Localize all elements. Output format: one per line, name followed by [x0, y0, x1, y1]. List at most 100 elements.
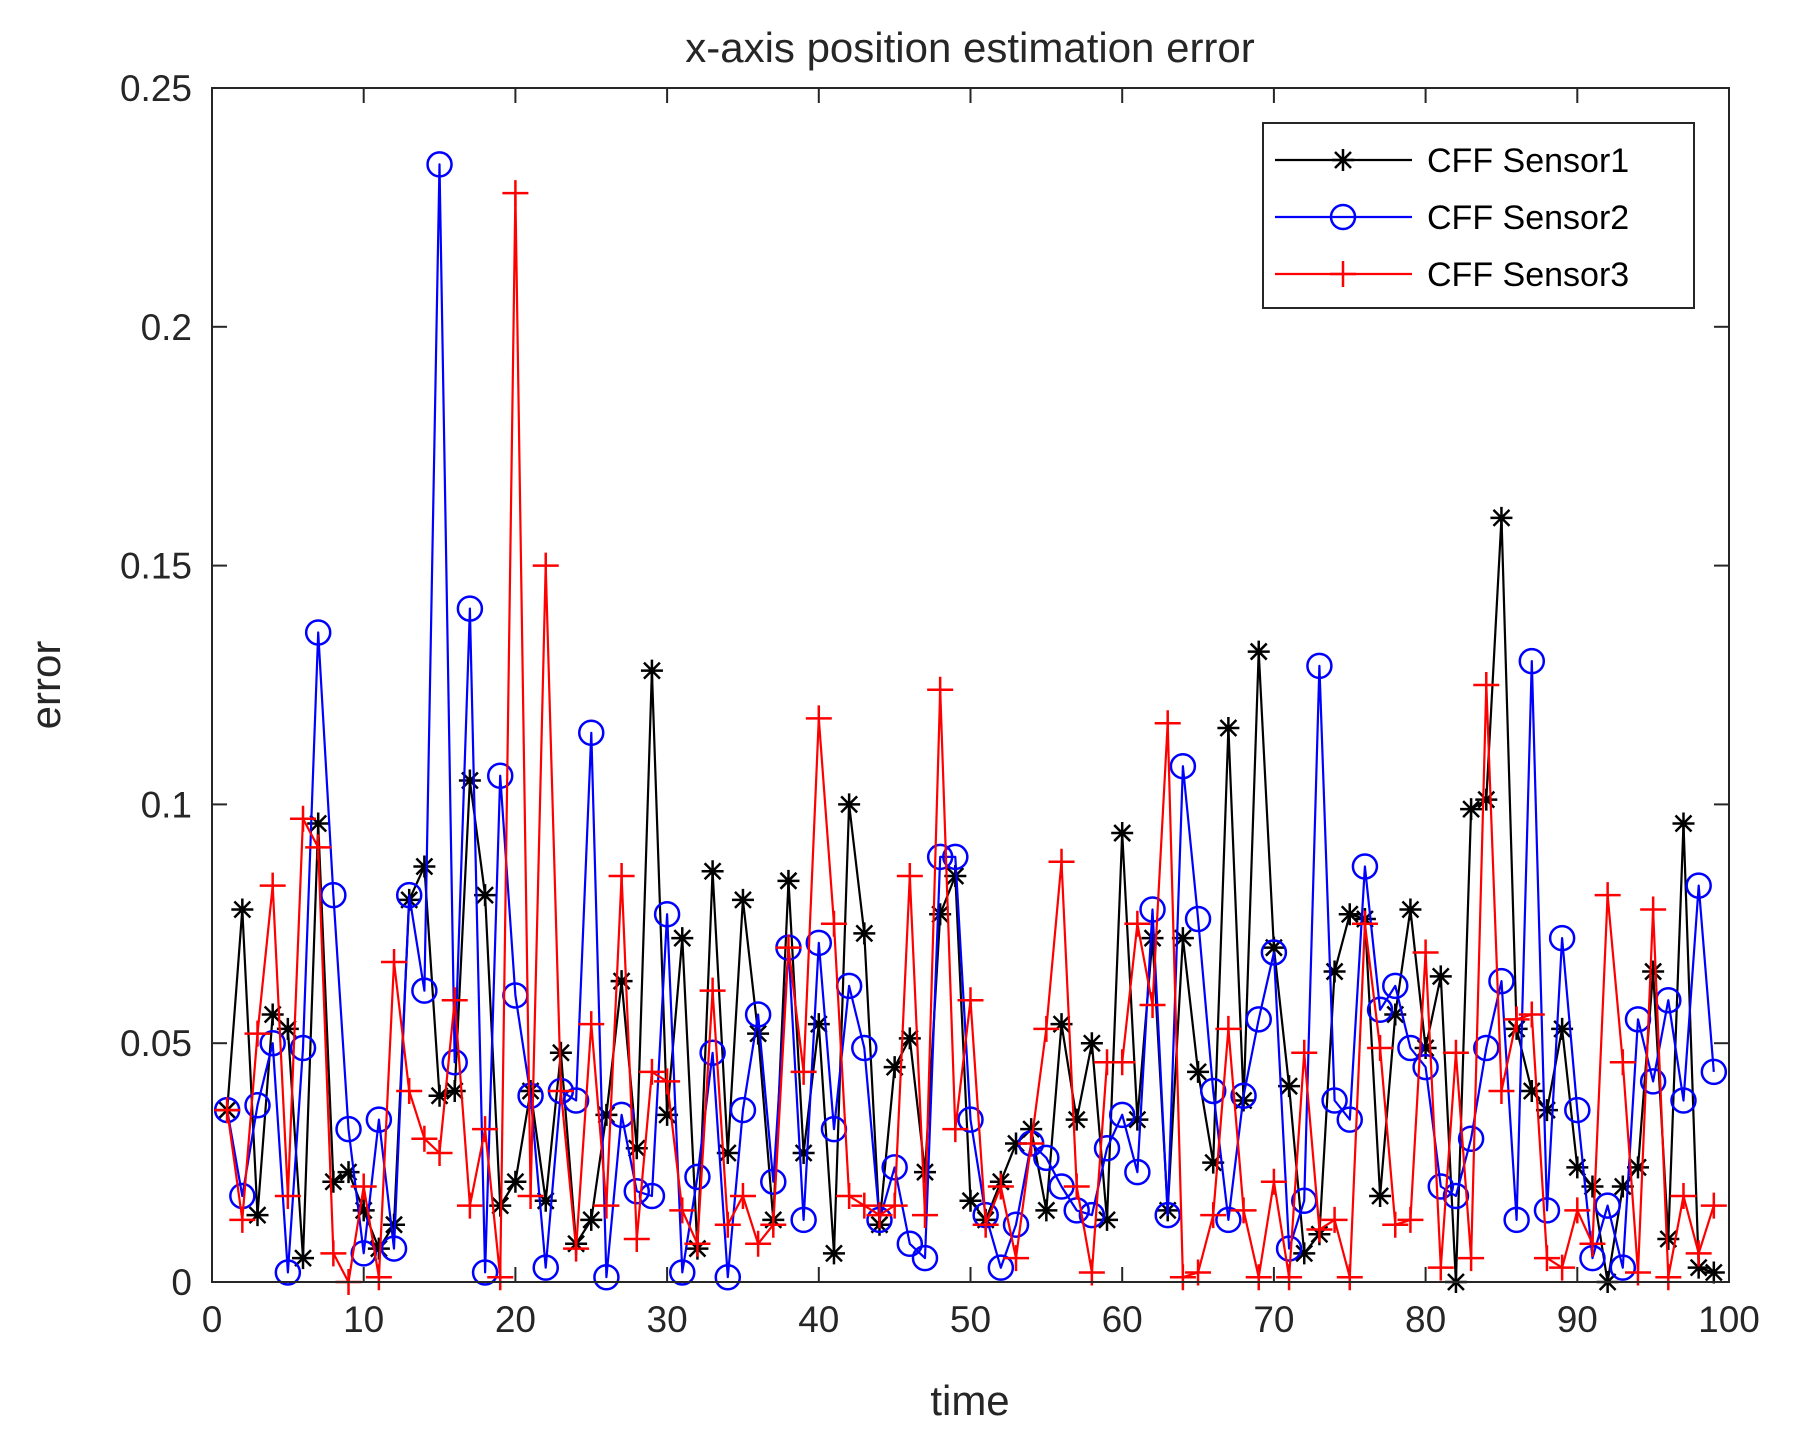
data-point: [1670, 1183, 1697, 1210]
data-point: [1108, 1101, 1136, 1129]
data-point: [805, 929, 833, 957]
data-point: [1473, 1034, 1500, 1062]
data-point: [1475, 788, 1498, 811]
data-point: [896, 1230, 924, 1258]
data-point: [926, 843, 954, 871]
data-point: [1200, 1202, 1227, 1229]
data-point: [805, 705, 832, 732]
data-point: [259, 1029, 286, 1057]
data-point: [744, 1001, 772, 1028]
data-point: [1624, 1006, 1652, 1033]
y-tick-label: 0.15: [120, 546, 192, 587]
data-point: [304, 619, 332, 646]
data-point: [851, 1192, 878, 1219]
data-point: [1065, 1108, 1088, 1131]
data-point: [1245, 1006, 1272, 1033]
legend-label: CFF Sensor1: [1427, 142, 1629, 180]
data-point: [549, 1041, 572, 1064]
data-point: [942, 1116, 969, 1143]
data-point: [1275, 1235, 1303, 1262]
data-point: [214, 1097, 241, 1124]
data-point: [593, 1263, 620, 1291]
data-point: [684, 1163, 711, 1191]
data-point: [244, 1020, 271, 1047]
data-point: [714, 1263, 742, 1291]
data-point: [1520, 1079, 1543, 1102]
data-point: [1687, 1256, 1710, 1279]
data-point: [1366, 996, 1394, 1024]
data-point: [1126, 1108, 1149, 1131]
data-point: [1581, 1175, 1604, 1198]
data-point: [853, 922, 876, 945]
data-point: [428, 1084, 451, 1107]
data-point: [1351, 853, 1379, 880]
data-point: [244, 1092, 271, 1119]
data-point: [1460, 798, 1483, 821]
data-point: [669, 1259, 696, 1286]
data-point: [1139, 991, 1166, 1018]
data-point: [1702, 1261, 1725, 1284]
data-point: [790, 1058, 817, 1085]
data-point: [337, 1161, 360, 1184]
y-tick-label: 0.2: [141, 307, 192, 348]
data-point: [699, 1039, 726, 1067]
data-point: [957, 987, 984, 1014]
legend-marker: [1332, 149, 1354, 171]
data-point: [1700, 1058, 1728, 1086]
data-point: [1700, 1192, 1727, 1219]
data-point: [1594, 1192, 1621, 1219]
data-point: [578, 1011, 605, 1038]
data-point: [1427, 1254, 1454, 1281]
data-point: [578, 719, 605, 747]
data-point: [1262, 936, 1285, 959]
data-point: [747, 1022, 770, 1045]
data-point: [1657, 1228, 1680, 1251]
x-tick-label: 60: [1102, 1299, 1143, 1340]
data-point: [714, 1211, 741, 1238]
data-point: [1109, 1049, 1136, 1076]
data-point: [458, 769, 481, 792]
data-point: [760, 1168, 787, 1195]
data-point: [1247, 640, 1270, 663]
data-point: [367, 1237, 390, 1260]
data-point: [792, 1142, 815, 1165]
data-point: [1096, 1208, 1119, 1231]
data-point: [1473, 672, 1500, 698]
data-point: [1382, 972, 1409, 1000]
data-point: [1217, 716, 1240, 739]
data-point: [426, 151, 453, 178]
data-point: [927, 676, 954, 703]
data-point: [1412, 939, 1439, 966]
data-point: [580, 1208, 603, 1231]
data-point: [532, 552, 559, 579]
data-point: [1382, 1211, 1409, 1238]
data-point: [851, 1034, 878, 1062]
legend-marker: [1330, 261, 1356, 287]
data-point: [625, 1137, 648, 1160]
data-point: [1245, 1264, 1272, 1291]
data-point: [504, 1170, 527, 1193]
legend-item: CFF Sensor1: [1275, 142, 1629, 180]
y-tick-label: 0.25: [120, 68, 192, 109]
data-point: [502, 180, 529, 207]
data-point: [1033, 1015, 1060, 1042]
y-axis-title: error: [22, 641, 69, 730]
data-point: [1005, 1132, 1028, 1155]
data-point: [610, 970, 633, 993]
data-point: [563, 1235, 590, 1262]
data-point: [1020, 1118, 1043, 1141]
data-point: [1535, 1099, 1558, 1122]
data-point: [623, 1226, 650, 1253]
x-axis-title: time: [930, 1377, 1009, 1424]
data-point: [760, 1211, 787, 1238]
data-point: [562, 1087, 590, 1114]
x-tick-label: 0: [202, 1299, 223, 1340]
data-point: [1594, 882, 1621, 909]
data-point: [942, 843, 969, 871]
legend-item: CFF Sensor2: [1275, 199, 1629, 237]
data-point: [745, 1230, 772, 1257]
data-point: [1278, 1075, 1301, 1098]
y-tick-label: 0.1: [141, 784, 192, 825]
data-point: [1338, 903, 1361, 926]
